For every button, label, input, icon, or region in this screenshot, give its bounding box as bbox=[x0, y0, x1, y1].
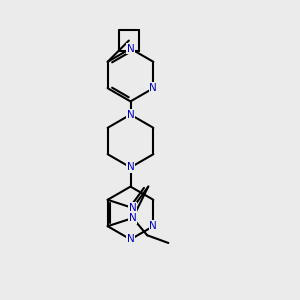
Text: N: N bbox=[127, 44, 134, 54]
Text: N: N bbox=[127, 110, 134, 120]
Text: N: N bbox=[129, 203, 136, 213]
Text: N: N bbox=[127, 162, 134, 172]
Text: N: N bbox=[149, 221, 157, 231]
Text: N: N bbox=[129, 213, 136, 223]
Text: N: N bbox=[149, 83, 157, 93]
Text: N: N bbox=[127, 234, 134, 244]
